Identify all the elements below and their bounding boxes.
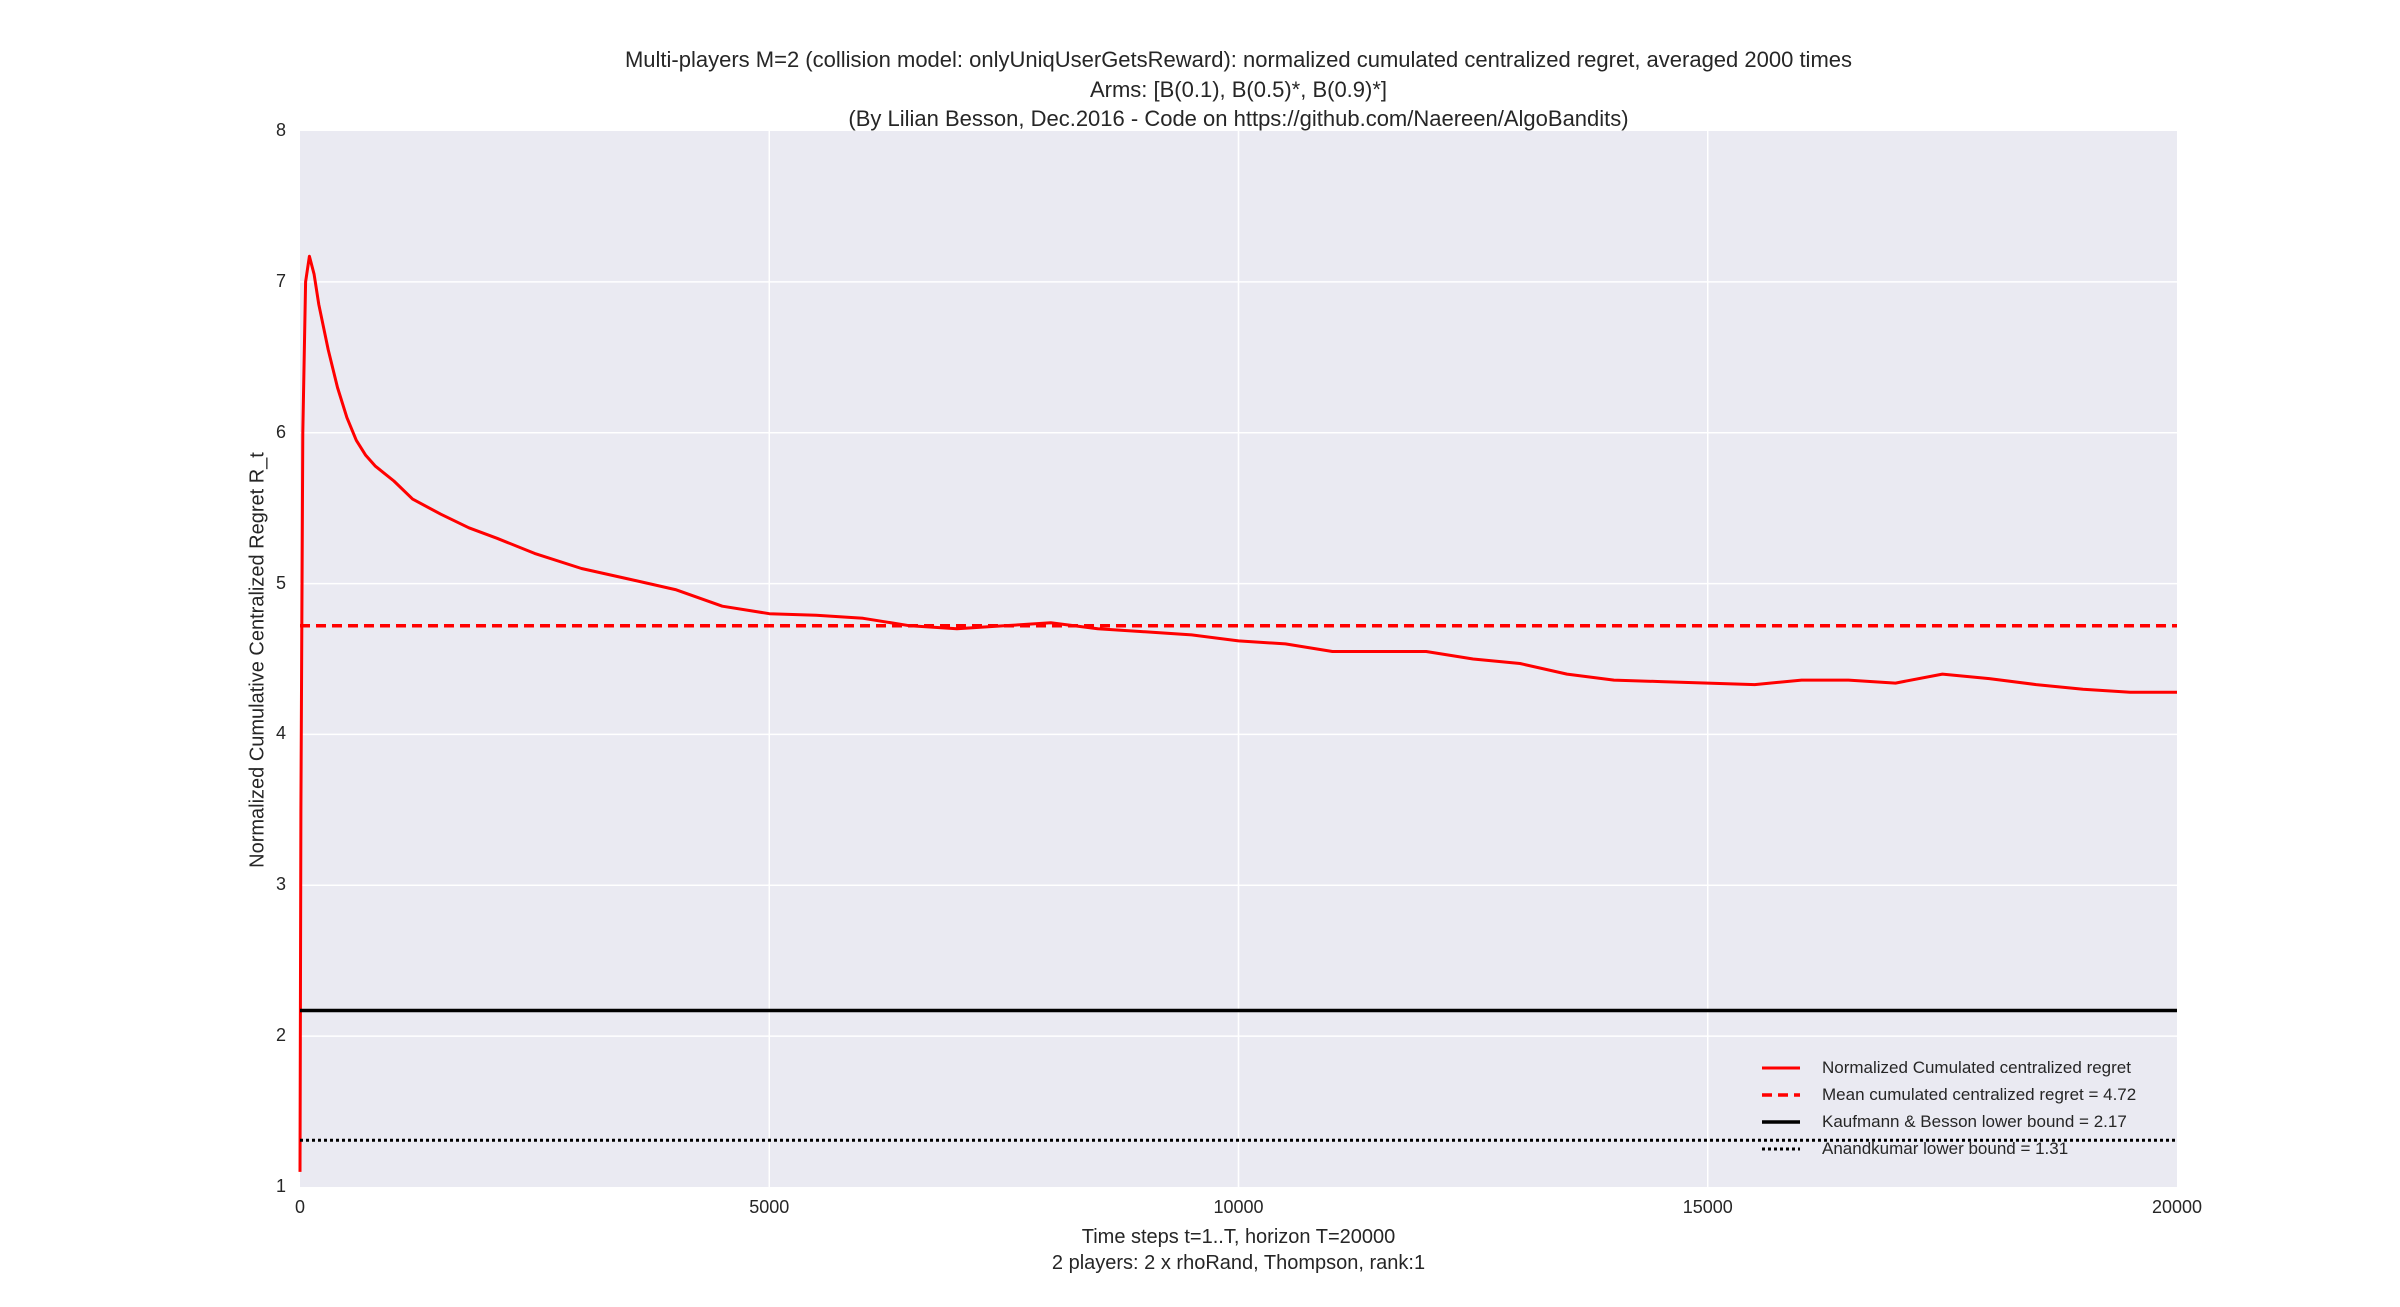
y-tick-label: 7 (275, 270, 286, 291)
y-tick-label: 2 (275, 1025, 286, 1046)
y-tick-label: 5 (275, 572, 286, 593)
chart-title-line-3: (By Lilian Besson, Dec.2016 - Code on ht… (848, 106, 1629, 131)
x-tick-label: 15000 (1682, 1197, 1733, 1217)
legend-swatch (1762, 1147, 1800, 1150)
series-layer (298, 254, 2177, 1172)
x-axis-sublabel: 2 players: 2 x rhoRand, Thompson, rank:1 (1051, 1252, 1426, 1274)
x-tick-label: 0 (294, 1197, 305, 1217)
legend-item: Anandkumar lower bound = 1.31 (1760, 1135, 2136, 1162)
legend-item: Kaufmann & Besson lower bound = 2.17 (1760, 1108, 2136, 1135)
legend-swatch (1762, 1066, 1800, 1069)
x-tick-label: 10000 (1213, 1197, 1264, 1217)
legend-swatch (1762, 1092, 1800, 1097)
chart-title-line-1: Multi-players M=2 (collision model: only… (624, 47, 1853, 72)
y-tick-label: 8 (275, 120, 286, 140)
x-axis-label: Time steps t=1..T, horizon T=20000 (1081, 1226, 1396, 1248)
legend-item: Mean cumulated centralized regret = 4.72 (1760, 1081, 2136, 1108)
legend: Normalized Cumulated centralized regret M… (1760, 1054, 2136, 1162)
legend-label: Kaufmann & Besson lower bound = 2.17 (1822, 1111, 2127, 1131)
y-tick-label: 3 (275, 874, 286, 895)
chart-title-line-2: Arms: [B(0.1), B(0.5)*, B(0.9)*] (1089, 77, 1388, 102)
legend-label: Anandkumar lower bound = 1.31 (1822, 1138, 2069, 1158)
x-tick-label: 20000 (2151, 1197, 2203, 1217)
legend-label: Mean cumulated centralized regret = 4.72 (1822, 1084, 2137, 1104)
legend-item: Normalized Cumulated centralized regret (1760, 1054, 2136, 1081)
y-tick-label: 4 (275, 723, 286, 744)
legend-label: Normalized Cumulated centralized regret (1822, 1057, 2131, 1077)
y-tick-label: 1 (275, 1176, 286, 1196)
legend-swatch (1762, 1119, 1800, 1124)
y-axis-label: Normalized Cumulative Centralized Regret… (246, 452, 269, 868)
x-tick-label: 5000 (749, 1197, 790, 1217)
y-tick-label: 6 (275, 421, 286, 442)
